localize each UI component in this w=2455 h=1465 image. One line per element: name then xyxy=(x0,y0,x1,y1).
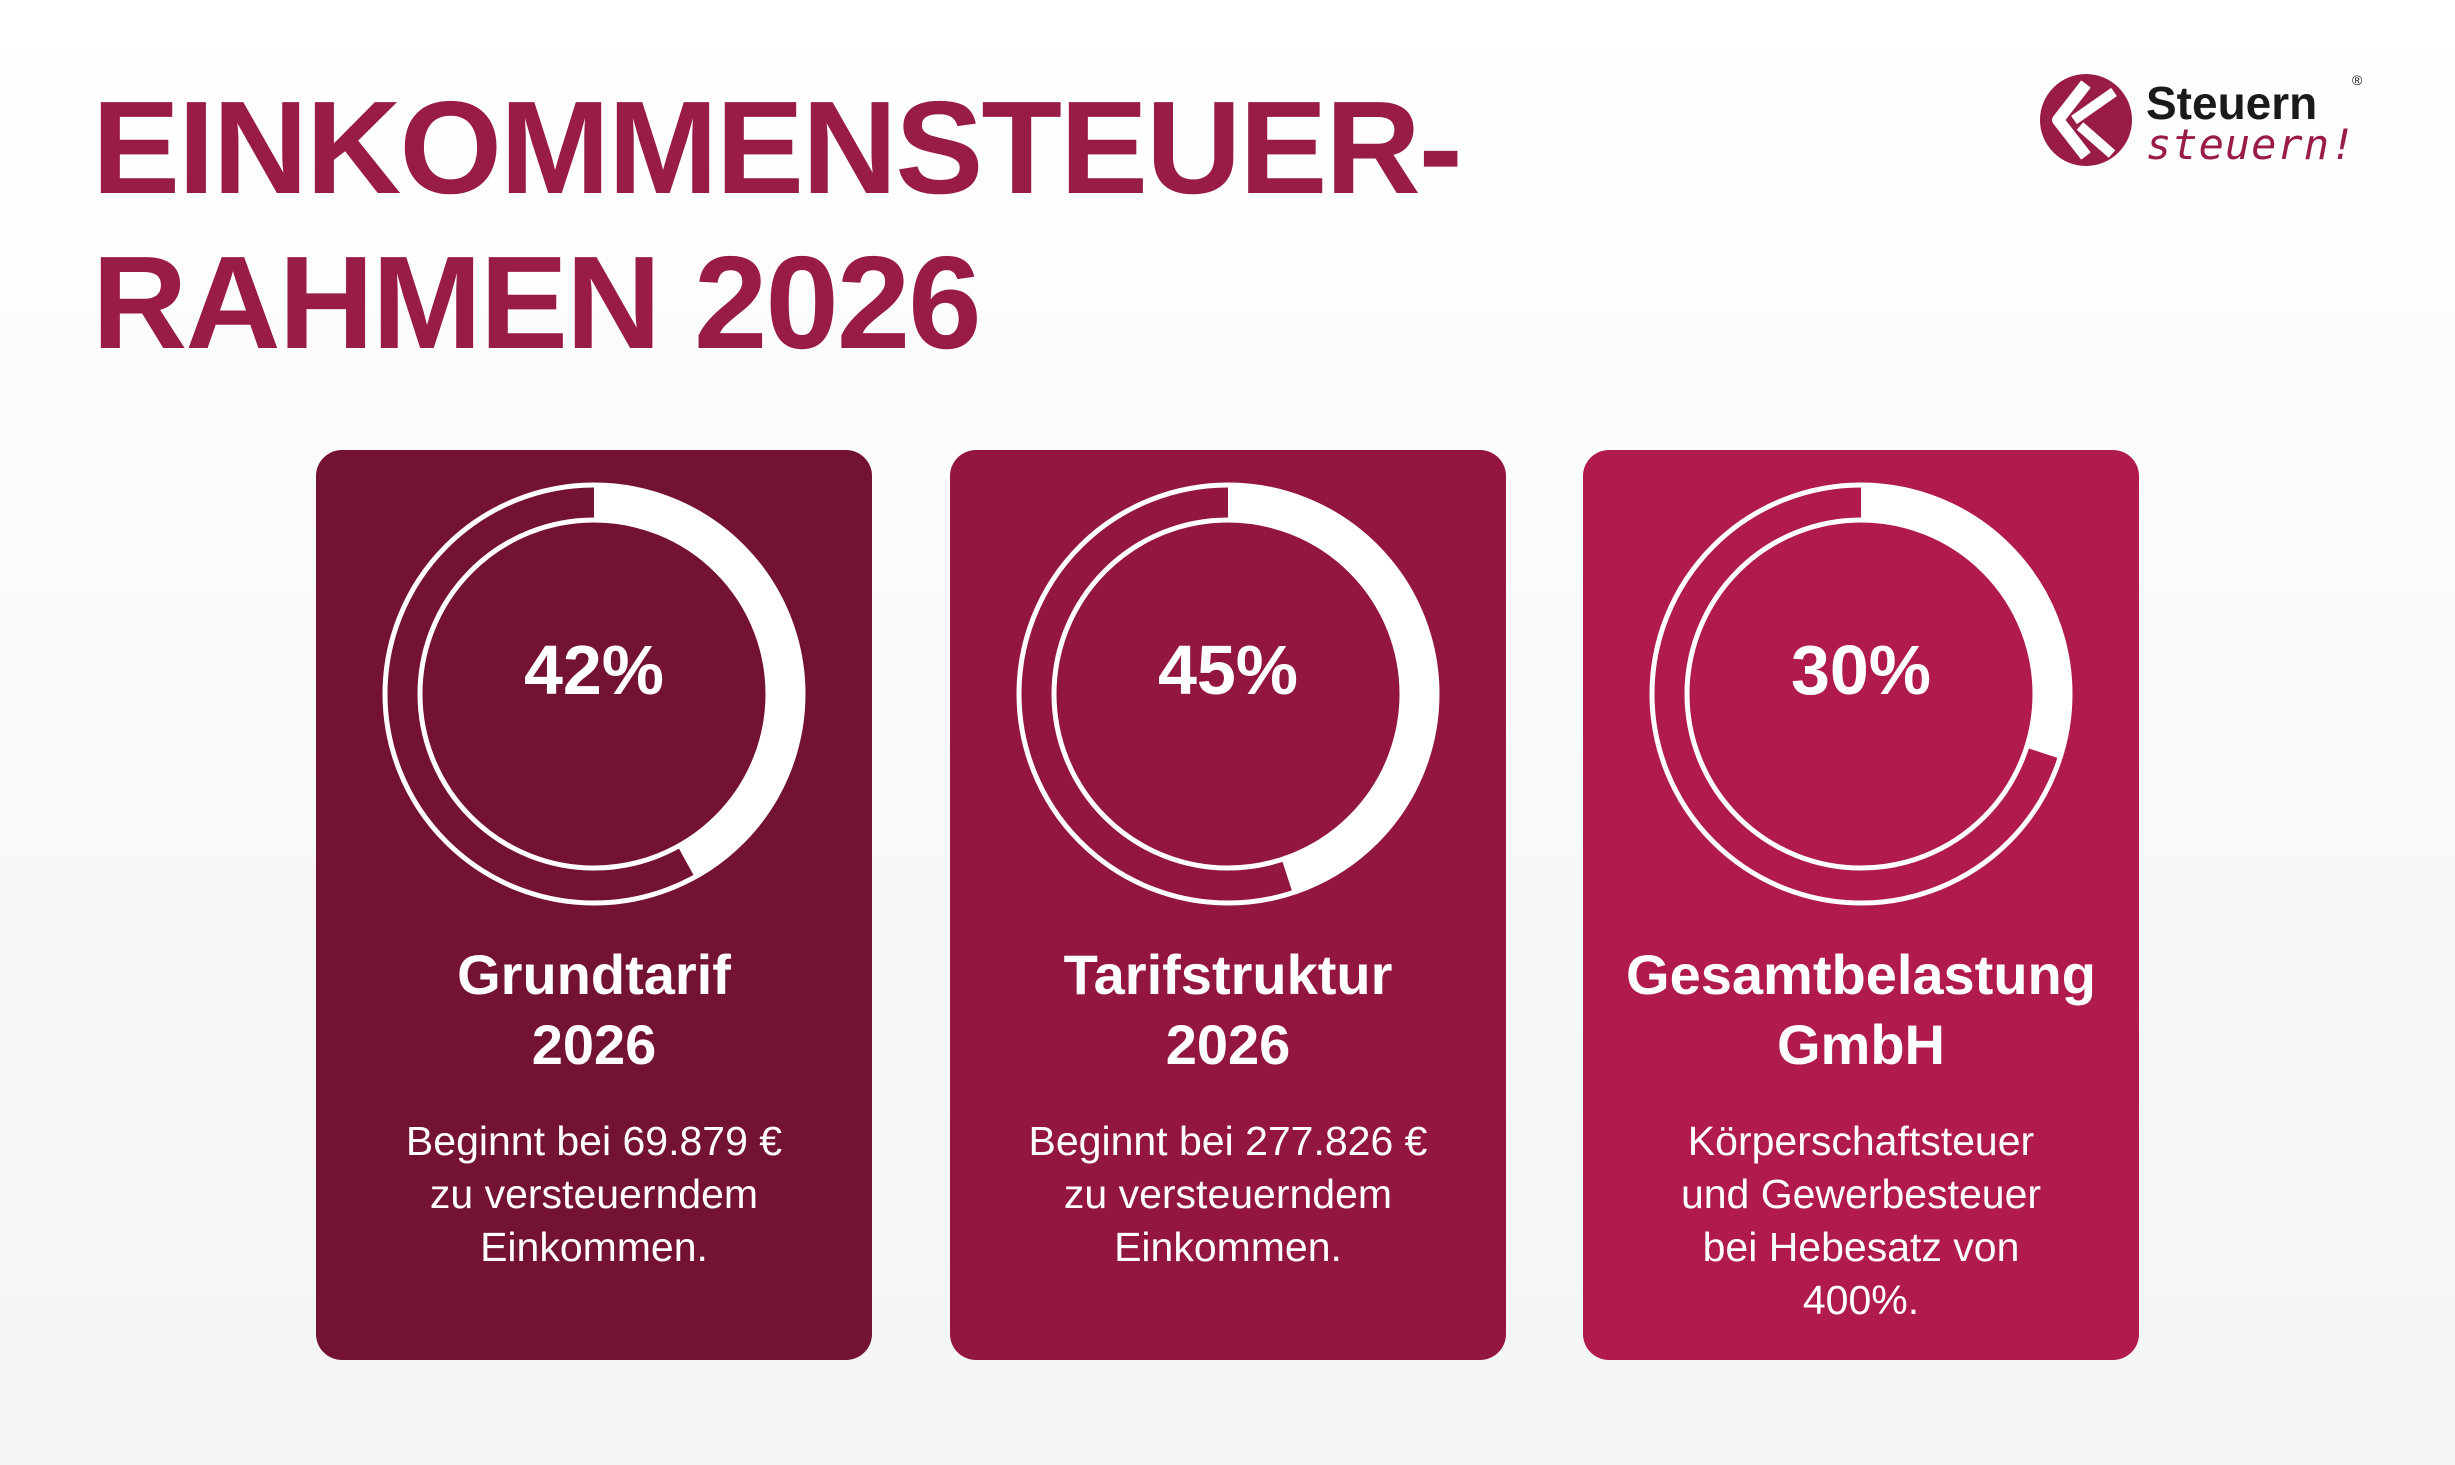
card-description-line: zu versteuerndem xyxy=(429,1171,759,1217)
progress-arc xyxy=(1228,485,1437,893)
card-title-line-2: GmbH xyxy=(1777,1013,1945,1076)
card-gesamtbelastung: 30% Gesamtbelastung GmbH Körperschaftste… xyxy=(1583,450,2139,1360)
card-grundtarif: 42% Grundtarif 2026 Beginnt bei 69.879 €… xyxy=(316,450,872,1360)
card-title: Grundtarif 2026 xyxy=(316,940,872,1080)
card-description-line: 400%. xyxy=(1802,1277,1920,1323)
card-title-line-2: 2026 xyxy=(1165,1013,1291,1076)
progress-ring xyxy=(1016,482,1440,906)
brand-logo[interactable]: Steuern ® steuern! xyxy=(2036,70,2366,170)
progress-ring xyxy=(382,482,806,906)
card-description: Körperschaftsteuer und Gewerbesteuer bei… xyxy=(1613,1115,2109,1327)
card-title-line-2: 2026 xyxy=(531,1013,657,1076)
percentage-value: 30% xyxy=(1790,631,1932,709)
logo-text-primary: Steuern xyxy=(2146,77,2318,129)
page-title: EINKOMMENSTEUER- RAHMEN 2026 xyxy=(92,70,1463,380)
card-description-line: Einkommen. xyxy=(1114,1224,1342,1270)
card-description-line: Beginnt bei 69.879 € xyxy=(405,1118,783,1164)
page-title-line-1: EINKOMMENSTEUER- xyxy=(92,74,1463,221)
card-description-line: Körperschaftsteuer xyxy=(1687,1118,2035,1164)
progress-arc xyxy=(594,485,803,878)
card-description: Beginnt bei 69.879 € zu versteuerndem Ei… xyxy=(346,1115,842,1274)
card-tarifstruktur: 45% Tarifstruktur 2026 Beginnt bei 277.8… xyxy=(950,450,1506,1360)
card-description-line: und Gewerbesteuer xyxy=(1680,1171,2042,1217)
card-description-line: zu versteuerndem xyxy=(1063,1171,1393,1217)
card-title-line-1: Gesamtbelastung xyxy=(1626,943,2096,1006)
percentage-value: 45% xyxy=(1157,631,1299,709)
card-description-line: bei Hebesatz von xyxy=(1702,1224,2020,1270)
logo-registered-mark: ® xyxy=(2352,72,2363,88)
progress-arc xyxy=(1861,485,2070,759)
card-description: Beginnt bei 277.826 € zu versteuerndem E… xyxy=(980,1115,1476,1274)
card-title-line-1: Grundtarif xyxy=(457,943,731,1006)
card-description-line: Beginnt bei 277.826 € xyxy=(1028,1118,1428,1164)
logo-mark-icon xyxy=(2040,74,2132,166)
logo-text-secondary: steuern! xyxy=(2146,120,2357,169)
percentage-value: 42% xyxy=(523,631,665,709)
card-description-line: Einkommen. xyxy=(480,1224,708,1270)
page-title-line-2: RAHMEN 2026 xyxy=(92,229,982,376)
progress-ring xyxy=(1649,482,2073,906)
card-title: Tarifstruktur 2026 xyxy=(950,940,1506,1080)
card-title-line-1: Tarifstruktur xyxy=(1063,943,1393,1006)
card-title: Gesamtbelastung GmbH xyxy=(1583,940,2139,1080)
